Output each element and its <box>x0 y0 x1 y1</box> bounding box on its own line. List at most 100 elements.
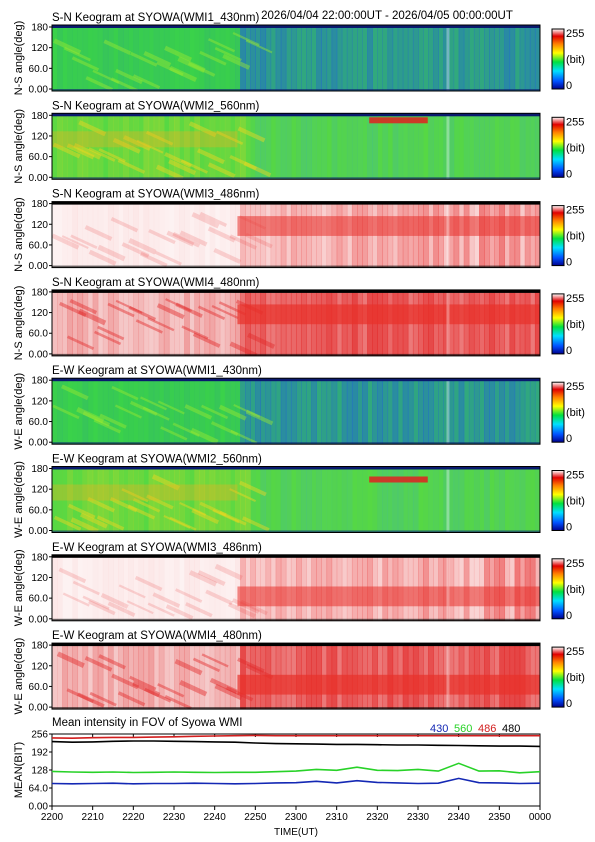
series-line-560 <box>51 762 541 774</box>
panel-title: E-W Keogram at SYOWA(WMI3_486nm) <box>52 542 262 554</box>
colorbar-max-label: 255 <box>566 381 584 393</box>
colorbar-max-label: 255 <box>566 116 584 128</box>
keogram-panel: E-W Keogram at SYOWA(WMI2_560nm) 180 120 60… <box>13 454 585 538</box>
panel-ylabel: N-S angle(deg) <box>13 109 25 184</box>
colorbar-min-label: 0 <box>566 168 572 180</box>
time-range-label: 2026/04/04 22:00:00UT - 2026/04/05 00:00… <box>261 10 513 22</box>
y-tick-label: 180 <box>31 552 48 563</box>
panel-ylabel: W-E angle(deg) <box>13 373 25 450</box>
y-tick-label: 0.00 <box>29 173 49 184</box>
mean-x-tick-label: 2230 <box>163 812 186 823</box>
panel-title: S-N Keogram at SYOWA(WMI3_486nm) <box>52 189 259 201</box>
mean-y-tick-label: 0.00 <box>29 802 49 813</box>
colorbar <box>551 381 565 443</box>
y-tick-label: 0.00 <box>29 614 49 625</box>
keogram-panel: S-N Keogram at SYOWA(WMI4_480nm) 180 120 60… <box>13 277 585 361</box>
mean-y-tick-label: 64.0 <box>29 784 49 795</box>
keogram-image <box>52 378 540 445</box>
panel-ylabel: W-E angle(deg) <box>13 638 25 715</box>
mean-plot-ylabel: MEAN(BIT) <box>13 742 25 798</box>
colorbar-max-label: 255 <box>566 28 584 40</box>
colorbar <box>551 205 565 267</box>
y-tick-label: 120 <box>31 220 48 231</box>
y-tick-label: 180 <box>31 23 48 34</box>
legend-486: 486 <box>478 723 496 735</box>
y-tick-label: 60.0 <box>29 594 49 605</box>
y-tick-label: 60.0 <box>29 329 49 340</box>
colorbar-unit-label: (bit) <box>566 584 585 596</box>
panel-title: S-N Keogram at SYOWA(WMI4_480nm) <box>52 277 259 289</box>
keogram-panel: S-N Keogram at SYOWA(WMI2_560nm) 180 120 60… <box>13 100 585 184</box>
mean-x-tick-label: 2220 <box>122 812 145 823</box>
mean-x-tick-label: 2340 <box>448 812 471 823</box>
panel-title: E-W Keogram at SYOWA(WMI1_430nm) <box>52 365 262 377</box>
y-tick-label: 0.00 <box>29 526 49 537</box>
y-tick-label: 180 <box>31 641 48 652</box>
keogram-panel: E-W Keogram at SYOWA(WMI1_430nm) 180 120 60… <box>13 365 585 449</box>
legend-560: 560 <box>454 723 472 735</box>
y-tick-label: 60.0 <box>29 682 49 693</box>
colorbar-max-label: 255 <box>566 293 584 305</box>
series-line-486 <box>51 734 540 740</box>
keogram-image <box>52 289 540 356</box>
colorbar <box>551 116 565 178</box>
colorbar <box>551 28 565 90</box>
colorbar-max-label: 255 <box>566 470 584 482</box>
mean-plot-title: Mean intensity in FOV of Syowa WMI <box>52 717 242 729</box>
y-tick-label: 180 <box>31 287 48 298</box>
panel-ylabel: W-E angle(deg) <box>13 549 25 626</box>
keogram-panel: S-N Keogram at SYOWA(WMI3_486nm) 180 120 60… <box>13 189 585 273</box>
keogram-image <box>52 554 540 621</box>
colorbar <box>551 293 565 355</box>
y-tick-label: 60.0 <box>29 417 49 428</box>
keogram-panel: E-W Keogram at SYOWA(WMI4_480nm) 180 120 60… <box>13 630 585 714</box>
y-tick-label: 120 <box>31 131 48 142</box>
y-tick-label: 120 <box>31 485 48 496</box>
mean-x-tick-label: 2320 <box>366 812 389 823</box>
panel-title: S-N Keogram at SYOWA(WMI2_560nm) <box>52 100 259 112</box>
panel-title: E-W Keogram at SYOWA(WMI2_560nm) <box>52 454 262 466</box>
y-tick-label: 180 <box>31 199 48 210</box>
mean-y-tick-label: 256 <box>31 730 48 741</box>
colorbar-min-label: 0 <box>566 257 572 269</box>
colorbar <box>551 646 565 708</box>
mean-plot-series <box>51 734 541 785</box>
colorbar-unit-label: (bit) <box>566 496 585 508</box>
panel-ylabel: W-E angle(deg) <box>13 461 25 538</box>
keogram-image <box>52 25 540 91</box>
colorbar-min-label: 0 <box>566 80 572 92</box>
colorbar-unit-label: (bit) <box>566 142 585 154</box>
mean-x-tick-label: 2350 <box>488 812 511 823</box>
keogram-image <box>52 201 540 268</box>
panel-ylabel: N-S angle(deg) <box>13 21 25 96</box>
mean-x-tick-label: 2210 <box>82 812 105 823</box>
colorbar-max-label: 255 <box>566 558 584 570</box>
panel-title: S-N Keogram at SYOWA(WMI1_430nm) <box>52 12 259 24</box>
y-tick-label: 120 <box>31 573 48 584</box>
legend-480: 480 <box>502 723 520 735</box>
series-line-480 <box>51 740 541 748</box>
y-tick-label: 60.0 <box>29 152 49 163</box>
panel-ylabel: N-S angle(deg) <box>13 197 25 272</box>
mean-x-tick-label: 2330 <box>407 812 430 823</box>
mean-x-tick-label: 2250 <box>244 812 267 823</box>
y-tick-label: 120 <box>31 43 48 54</box>
colorbar-unit-label: (bit) <box>566 407 585 419</box>
y-tick-label: 0.00 <box>29 349 49 360</box>
mean-intensity-plot: Mean intensity in FOV of Syowa WMI 430 5… <box>13 717 552 838</box>
y-tick-label: 0.00 <box>29 703 49 714</box>
y-tick-label: 60.0 <box>29 240 49 251</box>
y-tick-label: 180 <box>31 464 48 475</box>
y-tick-label: 0.00 <box>29 438 49 449</box>
mean-plot-frame <box>51 733 541 807</box>
y-tick-label: 120 <box>31 661 48 672</box>
colorbar-unit-label: (bit) <box>566 672 585 684</box>
mean-x-tick-label: 0000 <box>529 812 552 823</box>
mean-y-tick-label: 192 <box>31 748 48 759</box>
mean-x-tick-label: 2200 <box>41 812 64 823</box>
panel-ylabel: N-S angle(deg) <box>13 286 25 361</box>
mean-y-tick-label: 128 <box>31 766 48 777</box>
colorbar-unit-label: (bit) <box>566 319 585 331</box>
